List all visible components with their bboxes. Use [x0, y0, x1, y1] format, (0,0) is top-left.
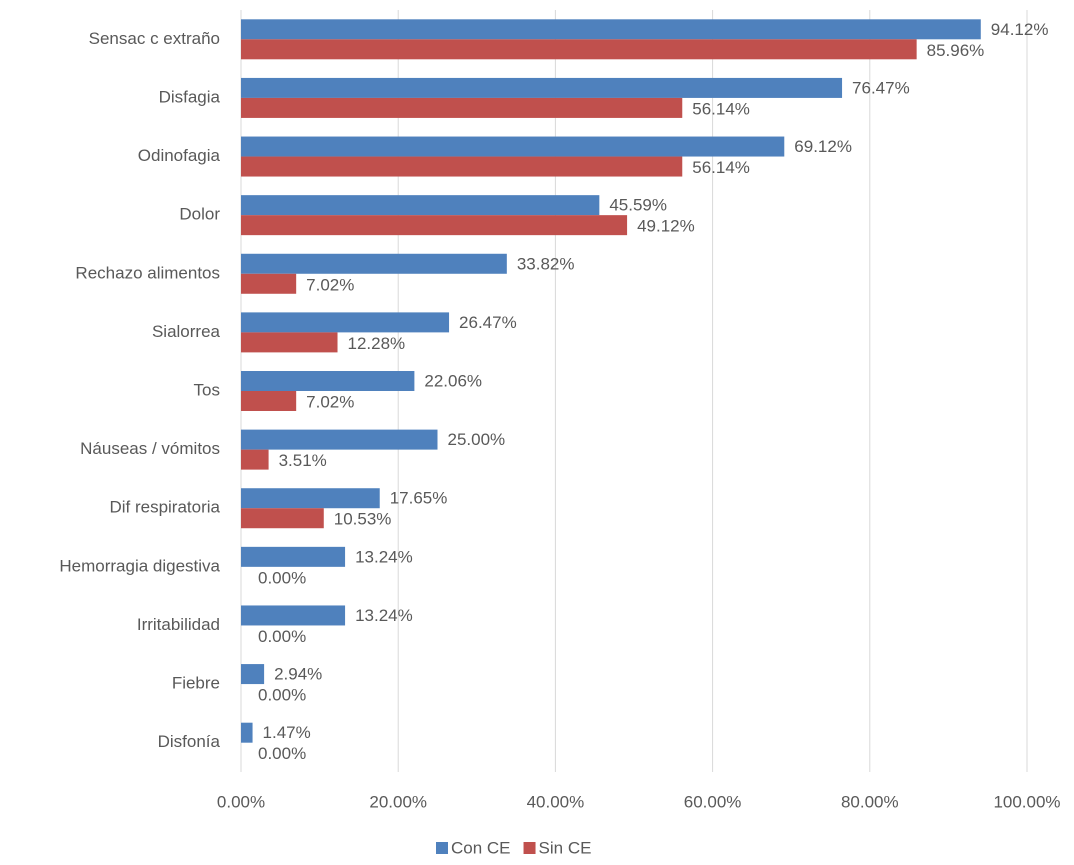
data-label: 26.47%	[459, 313, 517, 332]
bar	[241, 722, 253, 743]
bar	[241, 77, 843, 98]
data-label: 13.24%	[355, 547, 413, 566]
bar	[241, 39, 917, 60]
category-label: Náuseas / vómitos	[80, 439, 220, 458]
bar	[241, 156, 683, 177]
bar	[241, 332, 338, 353]
legend-label: Con CE	[451, 838, 511, 857]
bar	[241, 429, 438, 450]
category-label: Sialorrea	[152, 322, 221, 341]
legend-swatch	[523, 842, 536, 854]
data-label: 76.47%	[852, 78, 910, 97]
data-label: 94.12%	[991, 20, 1049, 39]
category-label: Irritabilidad	[137, 615, 220, 634]
bar	[241, 371, 415, 391]
category-label: Hemorragia digestiva	[59, 556, 220, 575]
x-tick-label: 100.00%	[993, 792, 1060, 811]
data-label: 49.12%	[637, 217, 695, 236]
data-label: 56.14%	[692, 99, 750, 118]
data-label: 1.47%	[263, 723, 311, 742]
data-label: 3.51%	[279, 451, 327, 470]
bar	[241, 195, 600, 216]
category-label: Disfonía	[158, 732, 221, 751]
x-tick-label: 60.00%	[684, 792, 742, 811]
data-label: 0.00%	[258, 627, 306, 646]
category-label: Rechazo alimentos	[75, 263, 220, 282]
category-label: Odinofagia	[138, 146, 221, 165]
data-label: 0.00%	[258, 686, 306, 705]
bar	[241, 605, 346, 626]
data-label: 45.59%	[609, 196, 667, 215]
data-label: 0.00%	[258, 568, 306, 587]
bar	[241, 273, 297, 294]
data-label: 17.65%	[390, 489, 448, 508]
x-tick-label: 80.00%	[841, 792, 899, 811]
bar	[241, 253, 507, 274]
data-label: 13.24%	[355, 606, 413, 625]
data-label: 22.06%	[424, 371, 482, 390]
x-tick-label: 20.00%	[369, 792, 427, 811]
bar	[241, 19, 981, 40]
bar	[241, 391, 297, 411]
category-label: Dif respiratoria	[109, 498, 220, 517]
bar	[241, 97, 683, 118]
category-label: Sensac c extraño	[89, 29, 220, 48]
data-label: 69.12%	[794, 137, 852, 156]
category-label: Dolor	[179, 205, 220, 224]
data-label: 56.14%	[692, 158, 750, 177]
data-label: 33.82%	[517, 254, 575, 273]
bar	[241, 508, 324, 529]
bar	[241, 136, 785, 157]
data-label: 25.00%	[448, 430, 506, 449]
bar	[241, 215, 628, 236]
data-label: 85.96%	[927, 41, 985, 60]
legend-label: Sin CE	[539, 838, 592, 857]
category-label: Fiebre	[172, 674, 220, 693]
data-label: 0.00%	[258, 744, 306, 763]
x-tick-label: 0.00%	[217, 792, 265, 811]
data-label: 7.02%	[306, 275, 354, 294]
bar	[241, 449, 269, 470]
bar	[241, 546, 346, 567]
data-label: 12.28%	[348, 334, 406, 353]
legend-swatch	[436, 842, 448, 854]
data-label: 7.02%	[306, 392, 354, 411]
bar	[241, 488, 380, 509]
category-label: Tos	[194, 380, 220, 399]
data-label: 2.94%	[274, 665, 322, 684]
category-label: Disfagia	[159, 87, 221, 106]
x-tick-label: 40.00%	[527, 792, 585, 811]
data-label: 10.53%	[334, 510, 392, 529]
bar	[241, 312, 450, 333]
bar	[241, 664, 265, 685]
